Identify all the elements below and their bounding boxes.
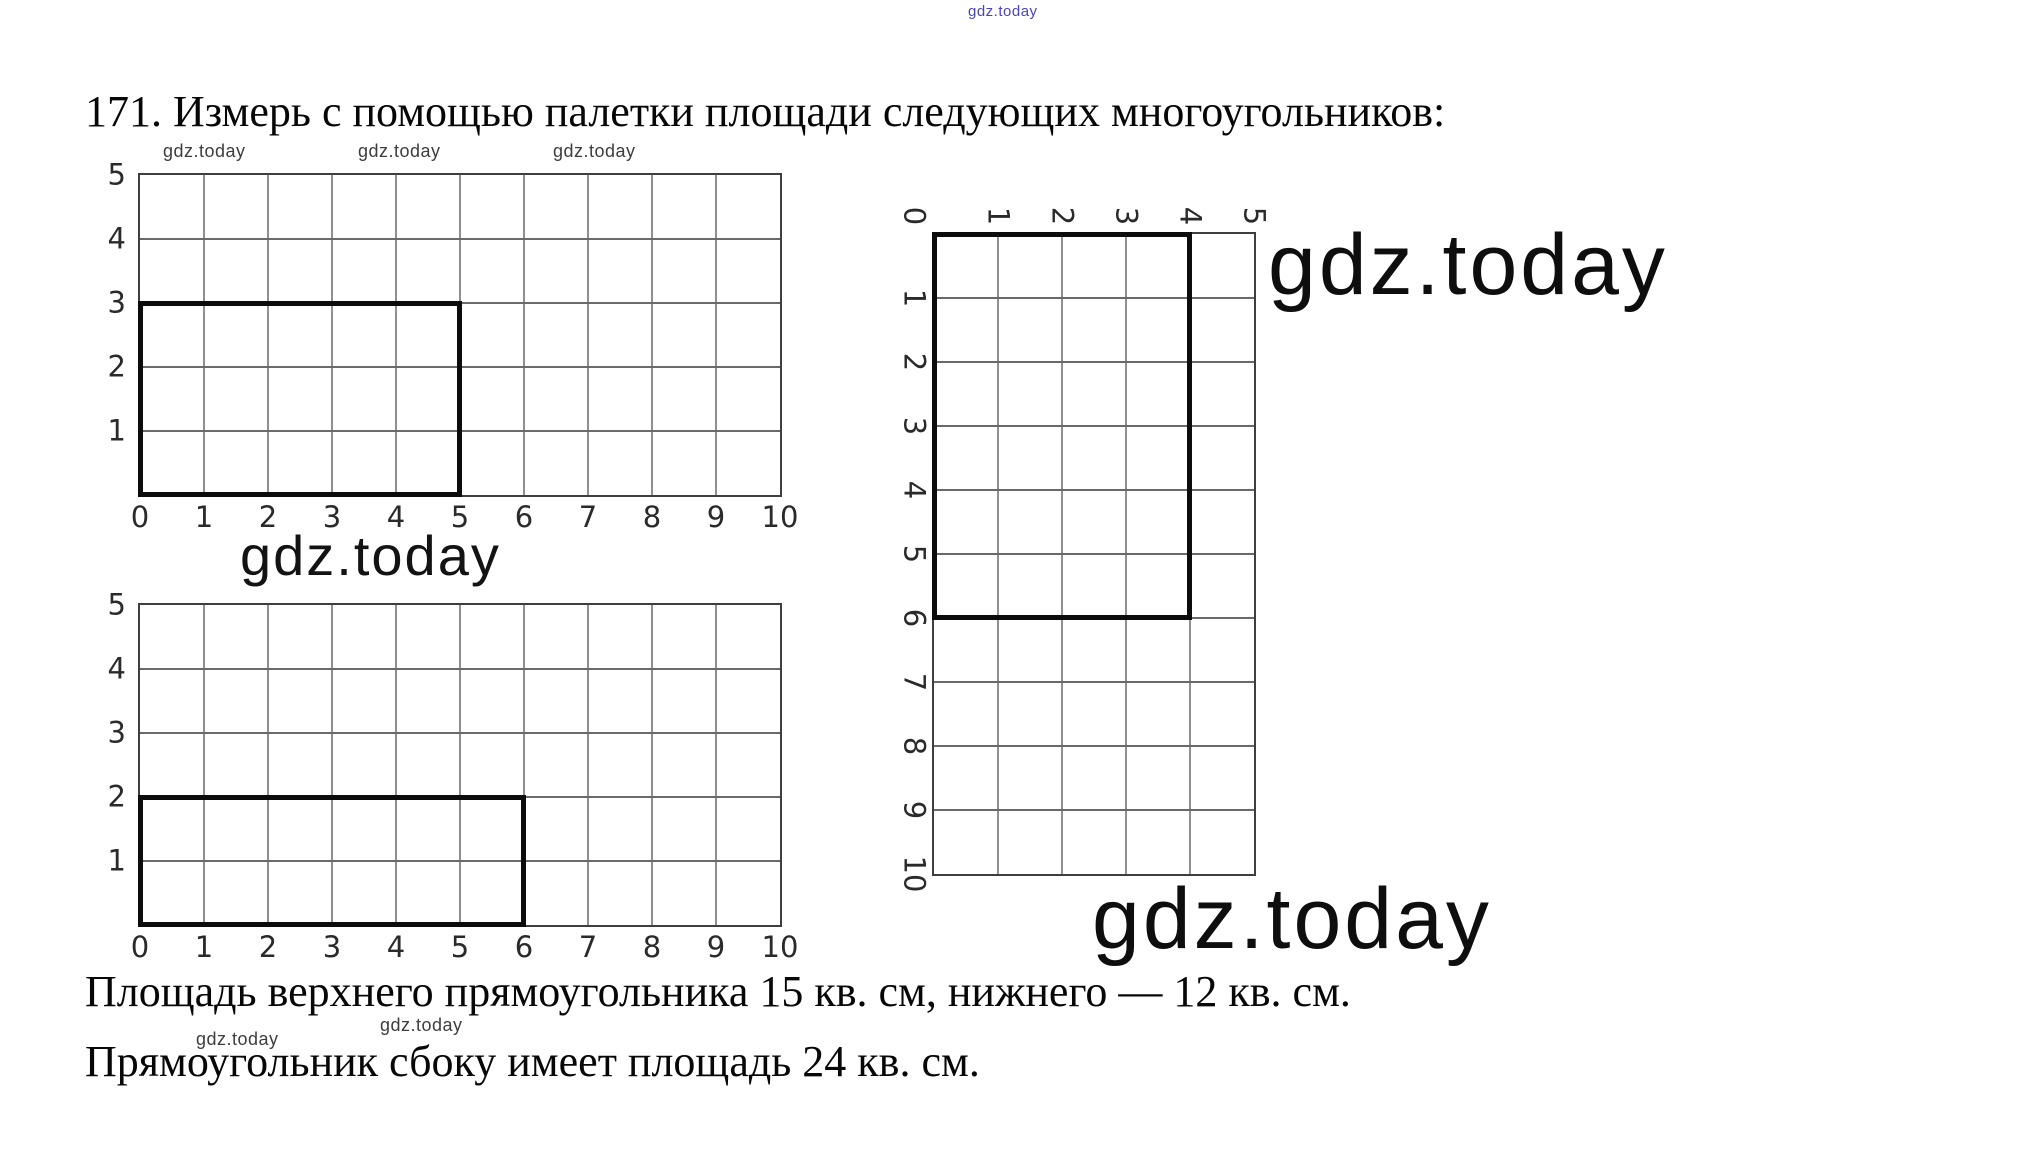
axis-tick-label: 10 bbox=[897, 855, 932, 893]
axis-tick-label: 1 bbox=[981, 206, 1016, 226]
axis-tick-label: 4 bbox=[386, 930, 406, 964]
grid-line-horizontal bbox=[140, 732, 780, 734]
caption-line-1: Площадь верхнего прямоугольника 15 кв. с… bbox=[85, 967, 1351, 1016]
axis-tick-label: 3 bbox=[322, 500, 342, 534]
grid-line-vertical bbox=[331, 605, 333, 925]
grid-right-rotated: 0 1 2 3 4 5 1 2 3 4 5 6 7 8 9 10 bbox=[898, 207, 1272, 893]
grid-line-horizontal bbox=[934, 809, 1254, 811]
axis-tick-label: 8 bbox=[642, 930, 662, 964]
axis-tick-label: 2 bbox=[897, 352, 932, 372]
grid-top-left: 5 4 3 2 1 0 1 2 3 4 5 6 7 8 9 10 bbox=[108, 160, 799, 532]
grid-bottom-left: 5 4 3 2 1 0 1 2 3 4 5 6 7 8 9 10 bbox=[108, 590, 799, 962]
axis-tick-label: 0 bbox=[130, 930, 150, 964]
grid-line-vertical bbox=[203, 175, 205, 495]
axis-tick-label: 10 bbox=[761, 930, 799, 964]
grid-line-vertical bbox=[587, 175, 589, 495]
grid-line-horizontal bbox=[934, 297, 1254, 299]
axis-tick-label: 9 bbox=[706, 930, 726, 964]
axis-tick-label: 3 bbox=[897, 416, 932, 436]
grid-line-vertical bbox=[395, 175, 397, 495]
axis-tick-label: 4 bbox=[107, 221, 126, 256]
axis-tick-label: 5 bbox=[897, 544, 932, 564]
axis-tick-label: 5 bbox=[450, 500, 470, 534]
axis-tick-label: 5 bbox=[1237, 206, 1272, 226]
grid-line-vertical bbox=[523, 605, 525, 925]
axis-tick-label: 3 bbox=[107, 715, 126, 750]
grid-line-vertical bbox=[715, 605, 717, 925]
axis-tick-label: 9 bbox=[706, 500, 726, 534]
axis-tick-label: 4 bbox=[386, 500, 406, 534]
watermark-top-right: gdz.today bbox=[1268, 217, 1668, 313]
watermark-row-3: gdz.today bbox=[553, 141, 636, 161]
watermark-bottom-2: gdz.today bbox=[380, 1015, 463, 1035]
axis-tick-label: 2 bbox=[107, 349, 126, 384]
grid-line-vertical bbox=[203, 605, 205, 925]
axis-tick-label: 3 bbox=[322, 930, 342, 964]
watermark-mid-left: gdz.today bbox=[240, 524, 501, 587]
axis-tick-label: 2 bbox=[258, 500, 278, 534]
axis-tick-label: 3 bbox=[1109, 206, 1144, 226]
grid-line-horizontal bbox=[934, 745, 1254, 747]
grid-line-horizontal bbox=[934, 553, 1254, 555]
axis-tick-label: 1 bbox=[107, 413, 126, 448]
axis-tick-label: 7 bbox=[897, 672, 932, 692]
axis-tick-label: 4 bbox=[1173, 206, 1208, 226]
watermark-row-2: gdz.today bbox=[358, 141, 441, 161]
watermark-bottom-1: gdz.today bbox=[196, 1029, 279, 1049]
axis-tick-label: 1 bbox=[194, 930, 214, 964]
axis-tick-label: 5 bbox=[450, 930, 470, 964]
measured-rectangle bbox=[932, 232, 1192, 620]
grid-line-vertical bbox=[267, 605, 269, 925]
watermark-bottom-right: gdz.today bbox=[1092, 871, 1492, 967]
axis-tick-label: 2 bbox=[1045, 206, 1080, 226]
axis-tick-label: 1 bbox=[897, 288, 932, 308]
caption-line-2: Прямоугольник сбоку имеет площадь 24 кв.… bbox=[85, 1037, 980, 1086]
grid-line-vertical bbox=[331, 175, 333, 495]
grid-line-vertical bbox=[651, 175, 653, 495]
axis-tick-label: 0 bbox=[130, 500, 150, 534]
measured-rectangle bbox=[138, 301, 462, 497]
watermark-top-center: gdz.today bbox=[968, 3, 1038, 20]
grid-line-vertical bbox=[523, 175, 525, 495]
axis-tick-label: 5 bbox=[107, 587, 126, 622]
axis-tick-label: 8 bbox=[897, 736, 932, 756]
axis-tick-label: 6 bbox=[897, 608, 932, 628]
axis-tick-label: 6 bbox=[514, 500, 534, 534]
grid-line-vertical bbox=[395, 605, 397, 925]
axis-tick-label: 3 bbox=[107, 285, 126, 320]
grid-line-vertical bbox=[459, 605, 461, 925]
grid-line-horizontal bbox=[140, 668, 780, 670]
grid-line-vertical bbox=[715, 175, 717, 495]
axis-tick-label: 8 bbox=[642, 500, 662, 534]
axis-tick-label: 9 bbox=[897, 800, 932, 820]
watermark-row-1: gdz.today bbox=[163, 141, 246, 161]
axis-tick-label: 10 bbox=[761, 500, 799, 534]
grid-line-vertical bbox=[651, 605, 653, 925]
axis-tick-label: 7 bbox=[578, 930, 598, 964]
axis-tick-label: 7 bbox=[578, 500, 598, 534]
axis-tick-label: 4 bbox=[897, 480, 932, 500]
grid-line-horizontal bbox=[934, 489, 1254, 491]
measured-rectangle bbox=[138, 795, 526, 927]
axis-tick-label: 5 bbox=[107, 157, 126, 192]
grid-line-horizontal bbox=[140, 238, 780, 240]
grid-line-horizontal bbox=[934, 425, 1254, 427]
grid-line-horizontal bbox=[140, 860, 780, 862]
axis-tick-label: 1 bbox=[107, 843, 126, 878]
axis-tick-label: 2 bbox=[258, 930, 278, 964]
axis-tick-label: 4 bbox=[107, 651, 126, 686]
axis-tick-label: 0 bbox=[897, 206, 932, 226]
grid-line-horizontal bbox=[934, 681, 1254, 683]
axis-tick-label: 2 bbox=[107, 779, 126, 814]
axis-tick-label: 1 bbox=[194, 500, 214, 534]
grid-line-vertical bbox=[587, 605, 589, 925]
grid-line-horizontal bbox=[934, 361, 1254, 363]
grid-line-vertical bbox=[267, 175, 269, 495]
axis-tick-label: 6 bbox=[514, 930, 534, 964]
problem-title: 171. Измерь с помощью палетки площади сл… bbox=[85, 87, 1446, 136]
